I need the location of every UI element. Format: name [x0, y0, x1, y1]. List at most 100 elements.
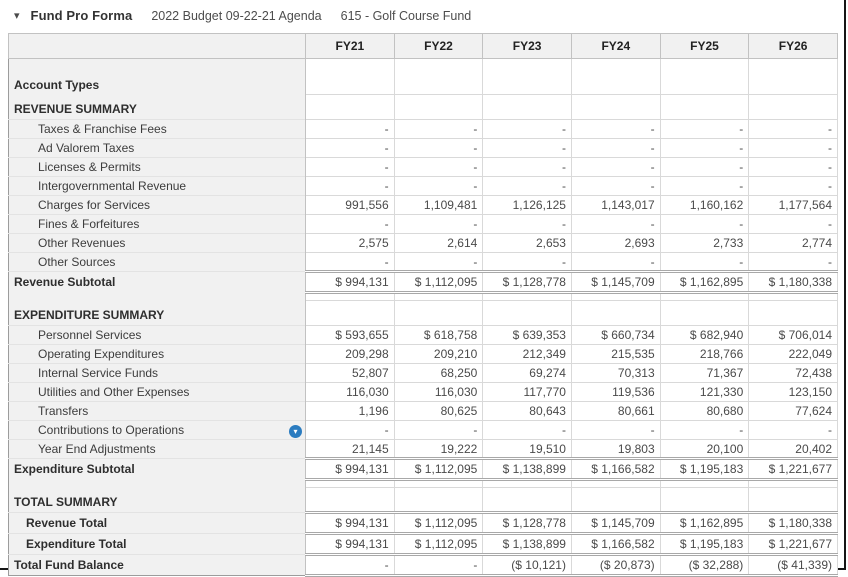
row-label: Ad Valorem Taxes	[8, 138, 306, 158]
value-cell: $ 1,166,582	[570, 457, 661, 481]
row-label: Transfers	[8, 401, 306, 421]
value-cell	[305, 94, 395, 120]
column-header-fy24: FY24	[570, 33, 661, 59]
value-cell	[393, 58, 484, 95]
row-label: Fines & Forfeitures	[8, 214, 306, 234]
value-cell	[482, 94, 572, 120]
value-cell	[570, 300, 661, 326]
row-label: Total Fund Balance	[8, 554, 306, 576]
value-cell: $ 1,128,778	[482, 270, 572, 294]
value-cell	[393, 479, 484, 488]
row-label: Revenue Total	[8, 512, 306, 534]
value-cell	[570, 487, 661, 513]
value-cell: $ 1,180,338	[748, 511, 838, 535]
value-cell: -	[659, 252, 750, 272]
value-cell: -	[748, 176, 838, 196]
value-cell: $ 1,180,338	[748, 270, 838, 294]
value-cell	[482, 58, 572, 95]
value-cell: $ 1,221,677	[748, 532, 838, 556]
row-label: Operating Expenditures	[8, 344, 306, 364]
row-label: Licenses & Permits	[8, 157, 306, 177]
value-cell: ($ 41,339)	[748, 553, 838, 577]
column-header-fy22: FY22	[393, 33, 484, 59]
value-cell: -	[305, 553, 395, 577]
value-cell: 52,807	[305, 363, 395, 383]
table-row: REVENUE SUMMARY	[8, 94, 838, 120]
value-cell: 2,653	[482, 233, 572, 253]
value-cell: 72,438	[748, 363, 838, 383]
value-cell	[305, 292, 395, 301]
table-row: Other Sources - - - - - -	[8, 252, 838, 272]
collapse-caret-icon[interactable]: ▾	[14, 10, 20, 22]
value-cell: 2,693	[570, 233, 661, 253]
value-cell: 123,150	[748, 382, 838, 402]
row-label: Charges for Services	[8, 195, 306, 215]
value-cell	[570, 479, 661, 488]
value-cell: -	[305, 176, 395, 196]
value-cell: -	[482, 420, 572, 440]
value-cell: $ 1,112,095	[393, 532, 484, 556]
value-cell: $ 682,940	[659, 325, 750, 345]
value-cell: 77,624	[748, 401, 838, 421]
table-row: Operating Expenditures 209,298 209,210 212,…	[8, 344, 838, 364]
table-row: Transfers 1,196 80,625 80,643 80,661 80,680 77…	[8, 401, 838, 421]
value-cell: 119,536	[570, 382, 661, 402]
value-cell: 991,556	[305, 195, 395, 215]
value-cell: -	[393, 157, 484, 177]
value-cell	[659, 58, 750, 95]
value-cell: -	[482, 252, 572, 272]
value-cell: -	[305, 252, 395, 272]
value-cell: $ 1,138,899	[482, 532, 572, 556]
value-cell: $ 1,112,095	[393, 270, 484, 294]
value-cell: -	[748, 214, 838, 234]
value-cell: 215,535	[570, 344, 661, 364]
value-cell	[570, 94, 661, 120]
value-cell: -	[570, 214, 661, 234]
value-cell: $ 1,162,895	[659, 511, 750, 535]
value-cell: 1,177,564	[748, 195, 838, 215]
value-cell: 121,330	[659, 382, 750, 402]
value-cell	[393, 292, 484, 301]
value-cell: $ 618,758	[393, 325, 484, 345]
value-cell: $ 994,131	[305, 457, 395, 481]
table-row: Expenditure Total $ 994,131 $ 1,112,095 $ 1…	[8, 532, 838, 556]
value-cell: -	[305, 138, 395, 158]
value-cell: 218,766	[659, 344, 750, 364]
table-row: Charges for Services 991,556 1,109,481 1,12…	[8, 195, 838, 215]
value-cell: -	[393, 119, 484, 139]
value-cell	[659, 292, 750, 301]
row-label: EXPENDITURE SUMMARY	[8, 300, 306, 326]
value-cell	[393, 300, 484, 326]
value-cell	[305, 479, 395, 488]
value-cell: -	[482, 119, 572, 139]
page-title: Fund Pro Forma	[30, 8, 133, 23]
value-cell: -	[570, 138, 661, 158]
column-header-fy23: FY23	[482, 33, 572, 59]
table-row: Account Types	[8, 58, 838, 95]
value-cell	[305, 300, 395, 326]
value-cell: -	[393, 252, 484, 272]
value-cell: -	[659, 119, 750, 139]
value-cell: -	[748, 252, 838, 272]
value-cell	[570, 292, 661, 301]
value-cell: -	[482, 157, 572, 177]
value-cell: $ 1,112,095	[393, 457, 484, 481]
table-row: Internal Service Funds 52,807 68,250 69,274…	[8, 363, 838, 383]
value-cell: -	[393, 214, 484, 234]
value-cell: ($ 10,121)	[482, 553, 572, 577]
value-cell: 19,222	[393, 439, 484, 459]
table-row: Intergovernmental Revenue - - - - - -	[8, 176, 838, 196]
value-cell: -	[482, 138, 572, 158]
value-cell: ($ 32,288)	[659, 553, 750, 577]
value-cell: 21,145	[305, 439, 395, 459]
row-label: ▾ Contributions to Operations	[8, 420, 306, 440]
value-cell: 68,250	[393, 363, 484, 383]
value-cell	[748, 487, 838, 513]
value-cell: -	[482, 214, 572, 234]
value-cell: -	[393, 138, 484, 158]
column-header-fy21: FY21	[305, 33, 395, 59]
row-dropdown-icon[interactable]: ▾	[289, 424, 302, 438]
value-cell: $ 660,734	[570, 325, 661, 345]
header-row: FY21 FY22 FY23 FY24 FY25 FY26	[8, 33, 838, 59]
value-cell: $ 1,138,899	[482, 457, 572, 481]
